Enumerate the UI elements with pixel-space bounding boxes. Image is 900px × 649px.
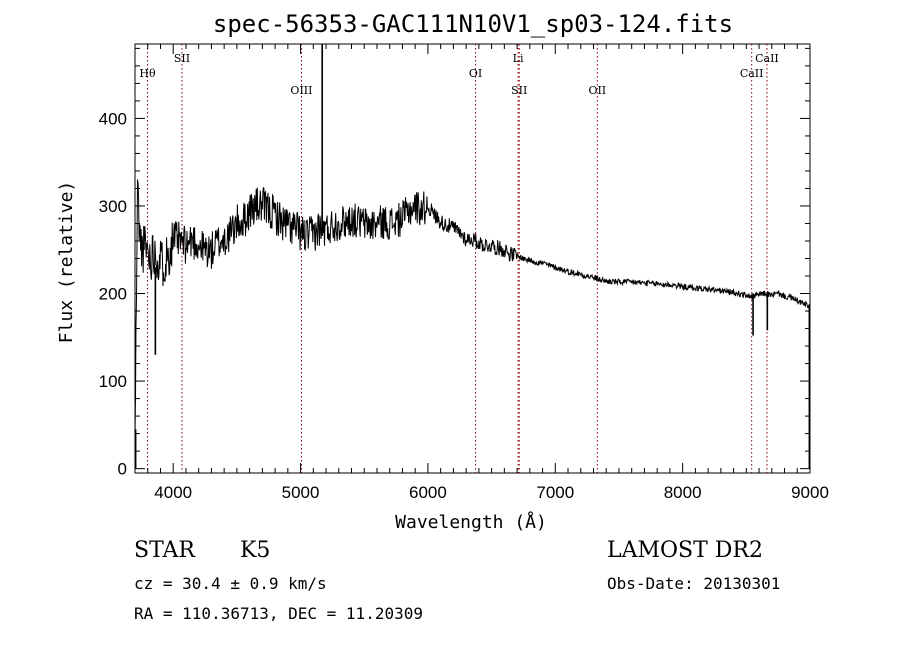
spectrum-series — [134, 44, 811, 469]
survey-name: LAMOST DR2 — [607, 538, 763, 563]
y-axis-ticks: 0 100 200 300 400 — [99, 47, 810, 479]
x-axis-label: Wavelength (Å) — [395, 511, 547, 533]
redshift-text: cz = 30.4 ± 0.9 km/s — [134, 574, 327, 593]
spectral-line-markers: Hθ SII OIII OI Li SII OII CaII CaII — [139, 44, 779, 473]
y-tick-label: 400 — [99, 109, 127, 128]
y-tick-label: 100 — [99, 372, 127, 391]
line-label: OII — [588, 84, 606, 97]
line-label: CaII — [755, 52, 779, 65]
spectrum-line — [134, 179, 811, 435]
chart-title: spec-56353-GAC111N10V1_sp03-124.fits — [213, 10, 733, 38]
y-tick-label: 300 — [99, 197, 127, 216]
obs-date-text: Obs-Date: 20130301 — [607, 574, 781, 593]
plot-frame — [134, 43, 811, 474]
line-label: OI — [469, 67, 482, 80]
line-label: OIII — [290, 84, 312, 97]
x-tick-label: 6000 — [409, 483, 447, 502]
x-axis-ticks: 4000 5000 6000 7000 8000 9000 — [134, 44, 829, 502]
y-axis-label: Flux (relative) — [56, 181, 77, 344]
line-label: CaII — [740, 67, 764, 80]
line-label: Hθ — [139, 67, 156, 80]
x-tick-label: 7000 — [536, 483, 574, 502]
y-tick-label: 200 — [99, 285, 127, 304]
line-label: SII — [174, 52, 190, 65]
object-subclass: K5 — [240, 538, 271, 563]
line-label: SII — [511, 84, 527, 97]
y-tick-label: 0 — [118, 460, 127, 479]
x-tick-label: 4000 — [154, 483, 192, 502]
object-class: STAR — [134, 538, 195, 563]
x-tick-label: 5000 — [282, 483, 320, 502]
x-tick-label: 8000 — [664, 483, 702, 502]
x-tick-label: 9000 — [791, 483, 829, 502]
coordinates-text: RA = 110.36713, DEC = 11.20309 — [134, 604, 423, 623]
line-label: Li — [513, 52, 524, 65]
plot-border — [134, 43, 811, 474]
